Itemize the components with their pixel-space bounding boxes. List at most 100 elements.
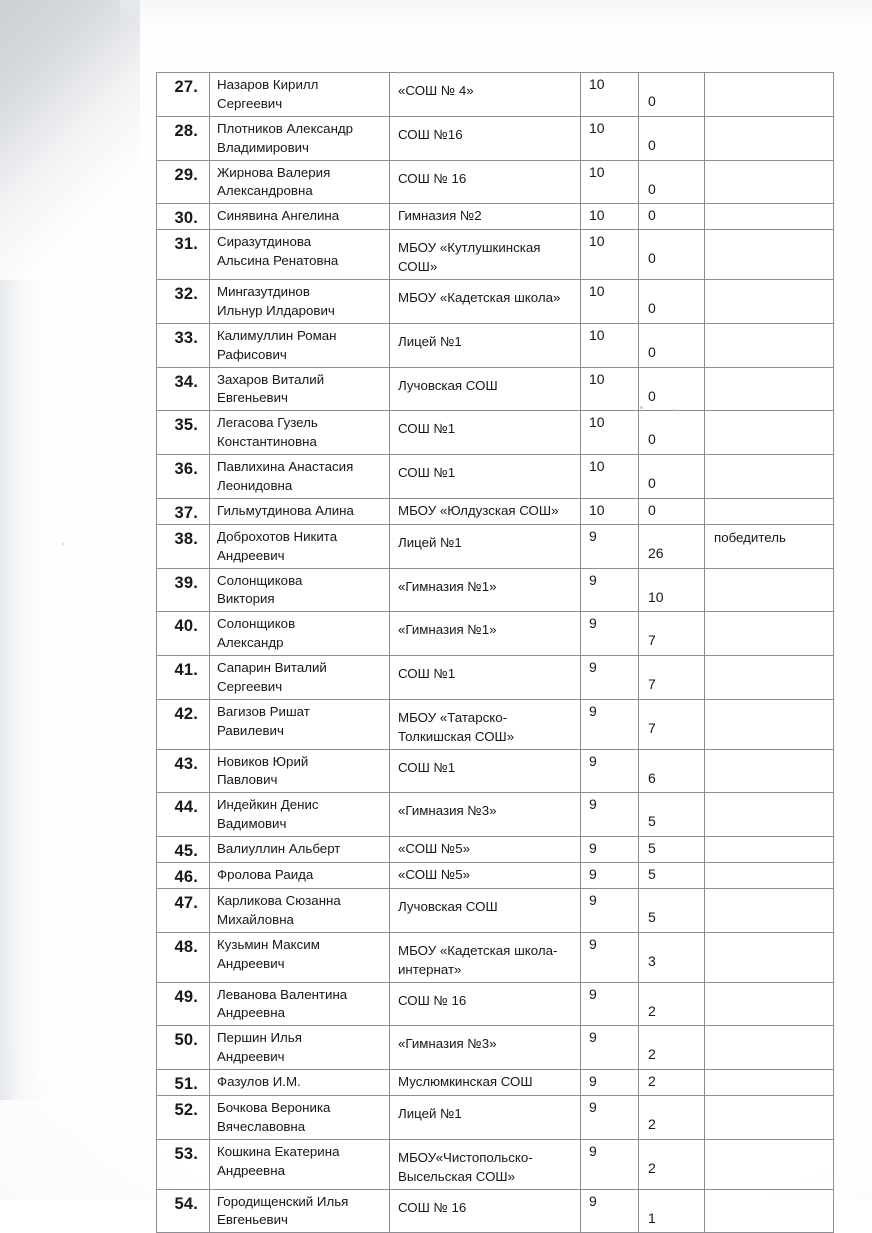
cell-row-number: 54. [156, 1188, 210, 1233]
cell-points-score: 7 [638, 655, 705, 700]
cell-points-score: 0 [638, 279, 705, 324]
school-name: Лучовская СОШ [398, 899, 498, 914]
table-row: 30. Синявина Ангелина Гимназия №2 10 0 [156, 203, 834, 231]
school-name: МБОУ «Юлдузская СОШ» [398, 502, 559, 518]
result-note [705, 933, 833, 937]
cell-result-note [704, 836, 834, 863]
cell-result-note [704, 748, 834, 794]
table-row: 50. Першин Илья Андреевич «Гимназия №3» 9 2 [156, 1025, 834, 1070]
cell-participant-name: Першин Илья Андреевич [209, 1025, 390, 1070]
participant-name: Индейкин Денис Вадимович [217, 797, 319, 832]
table-row: 32. Мингазутдинов Ильнур Илдарович МБОУ «К… [156, 279, 834, 324]
result-note [705, 280, 833, 284]
cell-row-number: 51. [156, 1069, 210, 1096]
cell-points-score: 2 [638, 981, 705, 1027]
cell-school-name: МБОУ «Кутлушкинская СОШ» [389, 229, 581, 280]
cell-school-name: МБОУ «Татарско- Толкишская СОШ» [389, 698, 581, 750]
cell-school-name: СОШ № 16 [389, 159, 581, 205]
points-score: 0 [648, 180, 656, 197]
cell-grade-or-class: 9 [580, 981, 639, 1027]
result-note [705, 750, 833, 754]
cell-grade-or-class: 9 [580, 1069, 639, 1096]
cell-row-number: 29. [156, 159, 210, 205]
grade-or-class: 9 [589, 892, 597, 908]
scanner-shadow-corner-artifact [0, 0, 140, 320]
cell-school-name: СОШ № 16 [389, 1188, 581, 1233]
points-score: 0 [648, 93, 656, 109]
cell-points-score: 7 [638, 698, 705, 750]
cell-points-score: 0 [638, 229, 705, 280]
result-note [705, 1070, 833, 1074]
cell-school-name: «Гимназия №3» [389, 1025, 581, 1070]
points-score: 2 [648, 1002, 656, 1019]
cell-school-name: Гимназия №2 [389, 203, 581, 231]
cell-participant-name: Бочкова Вероника Вячеславовна [209, 1095, 390, 1140]
points-score: 5 [648, 813, 656, 830]
points-score: 2 [648, 1046, 656, 1063]
result-note [705, 1140, 833, 1144]
grade-or-class: 9 [589, 985, 597, 1002]
points-score: 26 [648, 544, 664, 561]
result-note [705, 1026, 833, 1030]
results-table: 27. Назаров Кирилл Сергеевич «СОШ № 4» 10 0 2… [156, 72, 834, 1233]
points-score: 1 [648, 1209, 656, 1226]
grade-or-class: 10 [589, 414, 605, 431]
cell-row-number: 28. [156, 115, 210, 161]
cell-points-score: 1 [638, 1188, 705, 1233]
scanner-shadow-left-edge [0, 280, 46, 1100]
points-score: 7 [648, 719, 656, 736]
cell-grade-or-class: 10 [580, 115, 639, 161]
result-note [705, 411, 833, 415]
cell-participant-name: Павлихина Анастасия Леонидовна [209, 454, 390, 499]
cell-grade-or-class: 10 [580, 203, 639, 231]
cell-participant-name: Жирнова Валерия Александровна [209, 159, 390, 205]
cell-row-number: 33. [156, 322, 210, 368]
cell-participant-name: Захаров Виталий Евгеньевич [209, 366, 390, 412]
grade-or-class: 9 [589, 796, 597, 813]
cell-result-note [704, 698, 834, 750]
cell-points-score: 0 [638, 115, 705, 161]
result-note [705, 230, 833, 234]
grade-or-class: 9 [589, 1192, 597, 1209]
points-score: 0 [648, 300, 656, 316]
table-row: 54. Городищенский Илья Евгеньевич СОШ № 16… [156, 1188, 834, 1233]
school-name: МБОУ «Татарско- Толкишская СОШ» [398, 709, 515, 744]
cell-points-score: 6 [638, 748, 705, 794]
row-number: 53. [174, 1144, 198, 1163]
participant-name: Першин Илья Андреевич [217, 1030, 302, 1065]
points-score: 0 [648, 475, 656, 491]
row-number: 36. [174, 460, 198, 478]
school-name: СОШ № 16 [398, 1199, 467, 1215]
participant-name: Легасова Гузель Константиновна [217, 415, 318, 450]
grade-or-class: 9 [589, 1099, 597, 1115]
cell-school-name: Лучовская СОШ [389, 888, 581, 933]
table-row: 37. Гильмутдинова Алина МБОУ «Юлдузская СО… [156, 497, 834, 525]
result-note [705, 73, 833, 77]
grade-or-class: 10 [589, 501, 605, 518]
participant-name: Мингазутдинов Ильнур Илдарович [217, 284, 335, 318]
cell-school-name: СОШ №1 [389, 410, 581, 455]
table-row: 44. Индейкин Денис Вадимович «Гимназия №3»… [156, 792, 834, 837]
table-row: 29. Жирнова Валерия Александровна СОШ № 16… [156, 159, 834, 205]
school-name: СОШ № 16 [398, 992, 467, 1008]
result-note [705, 368, 833, 372]
grade-or-class: 9 [589, 702, 597, 719]
cell-school-name: Лицей №1 [389, 523, 581, 569]
cell-points-score: 10 [638, 567, 705, 613]
grade-or-class: 10 [589, 458, 605, 474]
row-number: 47. [174, 894, 198, 912]
row-number: 39. [174, 573, 198, 592]
points-score: 0 [648, 136, 656, 153]
cell-row-number: 31. [156, 229, 210, 280]
cell-result-note [704, 981, 834, 1027]
cell-row-number: 40. [156, 611, 210, 656]
points-score: 0 [648, 250, 656, 267]
school-name: «СОШ №5» [398, 867, 470, 882]
cell-participant-name: Фазулов И.М. [209, 1069, 390, 1096]
cell-result-note [704, 279, 834, 324]
cell-school-name: СОШ №1 [389, 748, 581, 794]
school-name: «СОШ №5» [398, 841, 470, 856]
cell-points-score: 7 [638, 611, 705, 656]
participant-name: Городищенский Илья Евгеньевич [217, 1193, 349, 1228]
cell-grade-or-class: 10 [580, 72, 639, 117]
